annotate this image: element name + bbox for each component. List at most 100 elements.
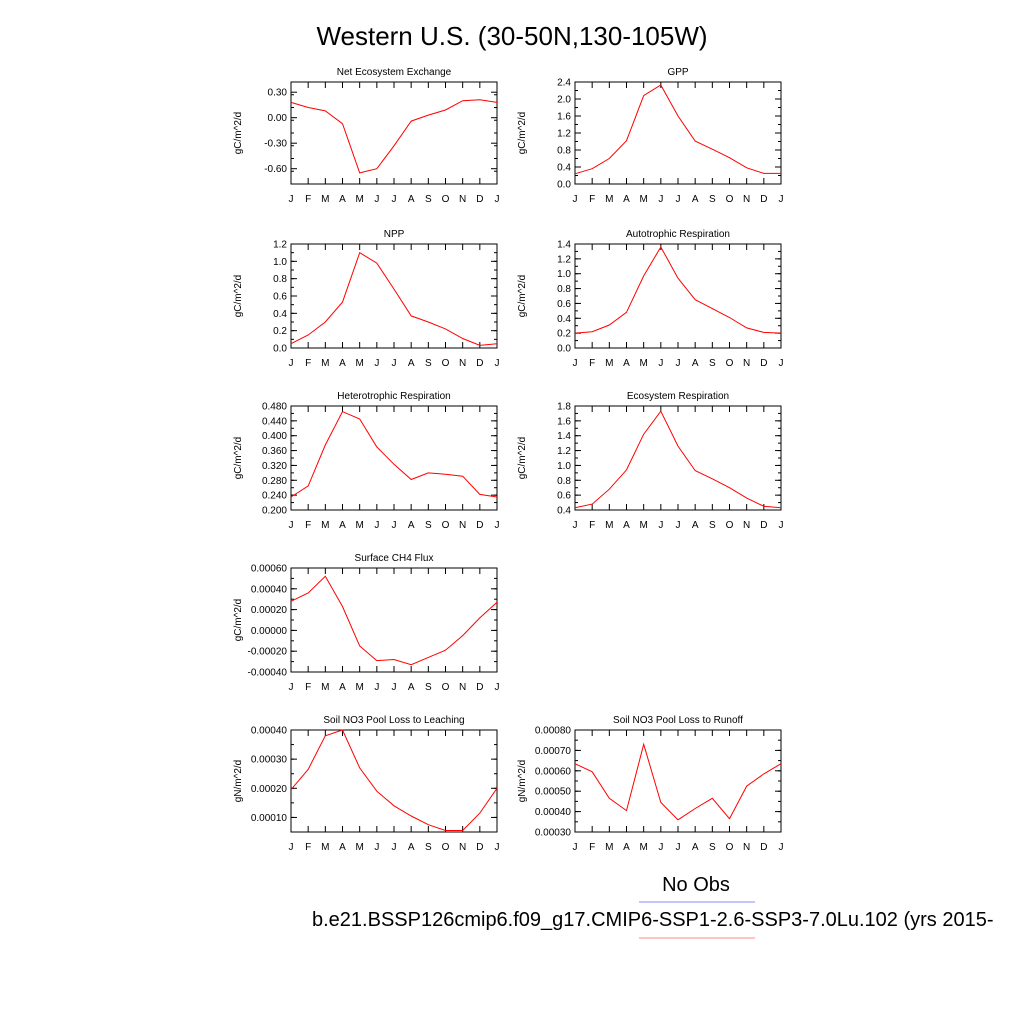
- x-tick-label: S: [425, 842, 432, 853]
- y-axis-label: gN/m^2/d: [517, 760, 528, 803]
- y-tick-label: 0.00060: [251, 564, 288, 575]
- y-axis-label: gN/m^2/d: [233, 760, 244, 803]
- x-tick-label: M: [355, 842, 363, 853]
- y-tick-label: 0.00040: [251, 726, 288, 737]
- x-tick-label: A: [623, 194, 630, 205]
- x-tick-label: F: [305, 520, 311, 531]
- x-tick-label: A: [408, 842, 415, 853]
- x-tick-label: J: [289, 842, 294, 853]
- x-tick-label: J: [658, 194, 663, 205]
- y-tick-label: 0.0: [557, 344, 571, 355]
- x-tick-label: J: [658, 520, 663, 531]
- y-axis-label: gC/m^2/d: [233, 275, 244, 318]
- y-tick-label: 0.00080: [535, 726, 572, 737]
- x-tick-label: A: [339, 194, 346, 205]
- y-tick-label: -0.60: [264, 164, 287, 175]
- x-tick-label: J: [392, 194, 397, 205]
- series-line: [290, 575, 498, 666]
- panel-title: Heterotrophic Respiration: [337, 391, 450, 402]
- y-tick-label: 0.4: [557, 163, 571, 174]
- y-tick-label: 0.8: [557, 284, 571, 295]
- x-tick-label: M: [639, 520, 647, 531]
- x-tick-label: A: [339, 358, 346, 369]
- x-tick-label: F: [305, 842, 311, 853]
- panel-title: Soil NO3 Pool Loss to Runoff: [613, 715, 743, 726]
- y-tick-label: 2.4: [557, 78, 571, 89]
- x-tick-label: S: [709, 842, 716, 853]
- y-tick-label: 0.4: [557, 506, 571, 517]
- y-tick-label: 0.6: [557, 491, 571, 502]
- y-tick-label: 2.0: [557, 95, 571, 106]
- x-tick-label: A: [339, 520, 346, 531]
- x-tick-label: N: [459, 194, 466, 205]
- x-tick-label: J: [573, 520, 578, 531]
- x-tick-label: M: [321, 520, 329, 531]
- x-tick-label: A: [408, 682, 415, 693]
- x-tick-label: F: [305, 358, 311, 369]
- y-tick-label: 1.4: [557, 431, 571, 442]
- x-tick-label: M: [605, 358, 613, 369]
- y-tick-label: 0.480: [262, 402, 287, 413]
- panels: Net Ecosystem Exchange gC/m^2/d -0.60 -0.30…: [233, 67, 784, 853]
- legend-model-label: b.e21.BSSP126cmip6.f09_g17.CMIP6-SSP1-2.…: [312, 909, 994, 931]
- y-tick-label: 1.6: [557, 112, 571, 123]
- x-tick-label: M: [321, 842, 329, 853]
- y-tick-label: 0.0: [273, 344, 287, 355]
- figure-title: Western U.S. (30-50N,130-105W): [316, 21, 707, 51]
- y-axis-label: gC/m^2/d: [233, 437, 244, 480]
- y-tick-label: 0.00060: [535, 766, 572, 777]
- x-tick-label: O: [726, 358, 734, 369]
- plot-frame: [574, 729, 782, 833]
- x-tick-label: A: [623, 358, 630, 369]
- y-tick-label: 0.320: [262, 461, 287, 472]
- x-tick-label: N: [459, 682, 466, 693]
- y-tick-label: 0.200: [262, 506, 287, 517]
- x-tick-label: A: [692, 520, 699, 531]
- panel-title: Ecosystem Respiration: [627, 391, 729, 402]
- x-tick-label: J: [289, 682, 294, 693]
- x-tick-label: M: [355, 682, 363, 693]
- panel-title: Net Ecosystem Exchange: [337, 67, 452, 78]
- legend-obs-label: No Obs: [662, 874, 730, 896]
- x-tick-label: M: [355, 358, 363, 369]
- x-tick-label: D: [760, 358, 767, 369]
- x-tick-label: S: [709, 194, 716, 205]
- y-tick-label: 0.30: [268, 88, 288, 99]
- plot-frame: [290, 567, 498, 673]
- y-tick-label: 0.00040: [535, 807, 572, 818]
- y-tick-label: 1.2: [273, 240, 287, 251]
- y-tick-label: 0.6: [273, 292, 287, 303]
- x-tick-label: D: [476, 358, 483, 369]
- y-tick-label: 0.00010: [251, 813, 288, 824]
- x-tick-label: J: [573, 358, 578, 369]
- y-tick-label: 0.00000: [251, 626, 288, 637]
- x-tick-label: J: [289, 358, 294, 369]
- x-tick-label: D: [760, 194, 767, 205]
- series-line: [290, 729, 498, 831]
- x-tick-label: J: [495, 520, 500, 531]
- y-tick-label: 1.0: [273, 257, 287, 268]
- x-tick-label: A: [623, 842, 630, 853]
- series-line: [290, 410, 498, 498]
- x-tick-label: N: [743, 520, 750, 531]
- x-tick-label: O: [442, 520, 450, 531]
- y-tick-label: 1.2: [557, 129, 571, 140]
- y-tick-label: 0.00020: [251, 784, 288, 795]
- x-tick-label: J: [392, 842, 397, 853]
- x-tick-label: F: [589, 842, 595, 853]
- plot-frame: [290, 243, 498, 349]
- y-tick-label: 1.2: [557, 446, 571, 457]
- x-tick-label: J: [779, 842, 784, 853]
- series-line: [574, 84, 781, 175]
- y-tick-label: 0.0: [557, 180, 571, 191]
- plot-frame: [574, 243, 782, 349]
- x-tick-label: J: [779, 194, 784, 205]
- x-tick-label: J: [676, 842, 681, 853]
- x-tick-label: A: [692, 842, 699, 853]
- x-tick-label: J: [392, 358, 397, 369]
- y-axis-label: gC/m^2/d: [517, 112, 528, 155]
- x-tick-label: J: [374, 842, 379, 853]
- x-tick-label: M: [639, 358, 647, 369]
- x-tick-label: M: [355, 194, 363, 205]
